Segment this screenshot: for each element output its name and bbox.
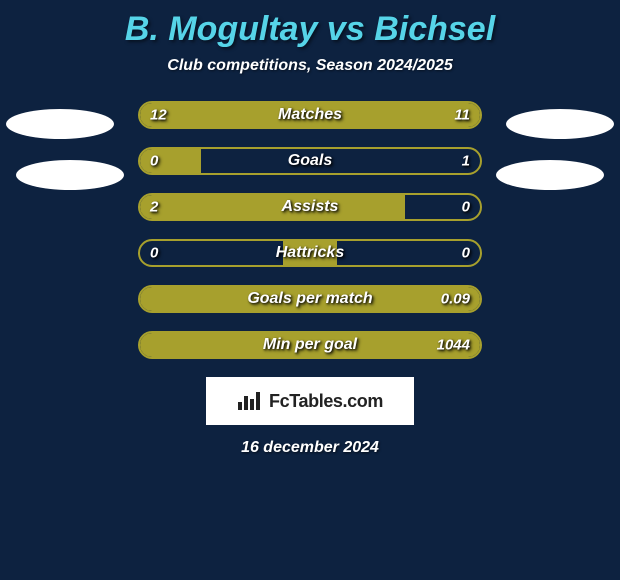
source-logo: FcTables.com [206, 377, 414, 425]
stat-value-right: 1 [462, 153, 470, 170]
bar-fill-center [283, 241, 337, 265]
bars-icon [237, 390, 263, 412]
page-title: B. Mogultay vs Bichsel [0, 0, 620, 49]
stat-value-left: 2 [150, 199, 158, 216]
stat-bars: 12 Matches 11 0 Goals 1 2 Assists 0 0 Ha… [138, 101, 482, 359]
source-logo-text: FcTables.com [269, 391, 383, 412]
stat-row-hattricks: 0 Hattricks 0 [138, 239, 482, 267]
footer-date: 16 december 2024 [0, 439, 620, 457]
stat-row-matches: 12 Matches 11 [138, 101, 482, 129]
stat-value-right: 1044 [437, 337, 470, 354]
stat-value-left: 0 [150, 245, 158, 262]
stat-value-right: 0 [462, 245, 470, 262]
bar-fill-full [140, 333, 480, 357]
bar-fill-left [140, 195, 405, 219]
stat-row-goals: 0 Goals 1 [138, 147, 482, 175]
bar-fill-full [140, 287, 480, 311]
player-left-photo-placeholder-2 [16, 160, 124, 190]
player-right-photo-placeholder-2 [496, 160, 604, 190]
stat-value-right: 0.09 [441, 291, 470, 308]
stat-value-left: 0 [150, 153, 158, 170]
stat-value-left: 12 [150, 107, 167, 124]
stat-row-goals-per-match: Goals per match 0.09 [138, 285, 482, 313]
player-left-photo-placeholder-1 [6, 109, 114, 139]
stat-value-right: 0 [462, 199, 470, 216]
player-right-photo-placeholder-1 [506, 109, 614, 139]
comparison-content: 12 Matches 11 0 Goals 1 2 Assists 0 0 Ha… [0, 101, 620, 457]
stat-row-min-per-goal: Min per goal 1044 [138, 331, 482, 359]
stat-row-assists: 2 Assists 0 [138, 193, 482, 221]
stat-value-right: 11 [454, 107, 470, 124]
page-subtitle: Club competitions, Season 2024/2025 [0, 57, 620, 75]
